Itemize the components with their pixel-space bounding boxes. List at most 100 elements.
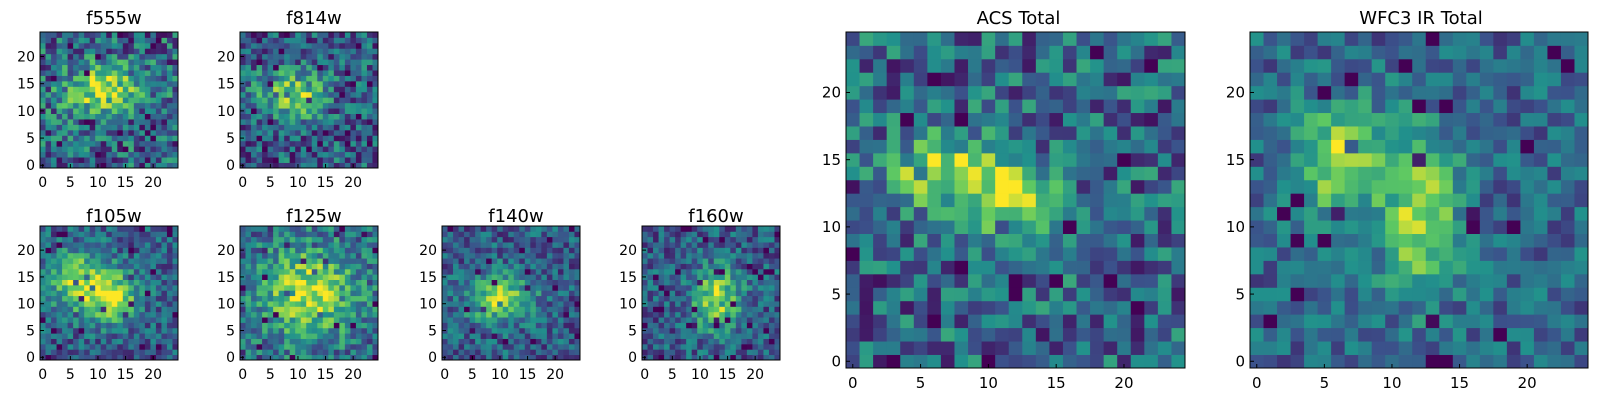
heatmap-cell bbox=[1090, 126, 1105, 140]
heatmap-cell bbox=[886, 45, 901, 60]
heatmap-cell bbox=[155, 242, 162, 248]
heatmap-cell bbox=[574, 284, 581, 291]
heatmap-cell bbox=[568, 327, 575, 334]
heatmap-cell bbox=[40, 317, 46, 323]
heatmap-cell bbox=[675, 306, 682, 313]
heatmap-cell bbox=[669, 247, 676, 254]
heatmap-cell bbox=[166, 75, 173, 82]
heatmap-cell bbox=[56, 343, 63, 350]
heatmap-cell bbox=[713, 311, 720, 318]
heatmap-cell bbox=[453, 279, 459, 286]
heatmap-cell bbox=[84, 157, 91, 163]
x-tick-label: 5 bbox=[916, 374, 926, 392]
heatmap-cell bbox=[680, 311, 687, 318]
heatmap-cell bbox=[355, 64, 362, 71]
heatmap-cell bbox=[262, 157, 268, 163]
heatmap-cell bbox=[300, 91, 307, 98]
heatmap-cell bbox=[144, 349, 151, 356]
panel-f105w: 0 5 10 15 20 0 5 10 15 20 f105w bbox=[0, 0, 200, 400]
heatmap-cell bbox=[289, 102, 296, 109]
heatmap-cell bbox=[111, 242, 118, 248]
heatmap-cell bbox=[713, 306, 720, 313]
x-tick-label: 20 bbox=[144, 175, 162, 191]
heatmap-cell bbox=[940, 247, 955, 261]
heatmap-cell bbox=[981, 193, 996, 208]
heatmap-cell bbox=[995, 126, 1010, 140]
heatmap-cell bbox=[546, 247, 553, 254]
heatmap-cell bbox=[262, 124, 268, 131]
heatmap-cell bbox=[513, 258, 520, 264]
heatmap-cell bbox=[128, 242, 135, 248]
heatmap-cell bbox=[111, 140, 118, 147]
heatmap-cell bbox=[653, 236, 659, 243]
heatmap-cell bbox=[1022, 72, 1037, 87]
heatmap-cell bbox=[128, 274, 135, 280]
heatmap-cell bbox=[306, 354, 313, 361]
x-tick-label: 0 bbox=[38, 175, 47, 191]
heatmap-cell bbox=[350, 306, 357, 313]
heatmap-cell bbox=[464, 226, 470, 232]
heatmap-cell bbox=[873, 166, 888, 181]
heatmap-cell bbox=[73, 53, 80, 60]
heatmap-cell bbox=[1412, 354, 1427, 369]
heatmap-cell bbox=[251, 252, 257, 259]
heatmap-cell bbox=[56, 108, 63, 114]
heatmap-cell bbox=[475, 322, 482, 329]
heatmap-cell bbox=[240, 124, 246, 131]
heatmap-cell bbox=[56, 140, 63, 147]
heatmap-cell bbox=[273, 64, 280, 71]
heatmap-cell bbox=[328, 129, 335, 136]
heatmap-cell bbox=[62, 53, 68, 60]
x-tick-label: 20 bbox=[144, 367, 162, 383]
heatmap-cell bbox=[1304, 220, 1318, 234]
heatmap-cell bbox=[333, 301, 340, 307]
heatmap-cell bbox=[486, 327, 493, 334]
heatmap-cell bbox=[995, 72, 1010, 87]
heatmap-cell bbox=[730, 252, 737, 259]
heatmap-cell bbox=[708, 231, 715, 238]
heatmap-cell bbox=[1076, 166, 1091, 181]
heatmap-cell bbox=[519, 263, 526, 270]
heatmap-cell bbox=[574, 247, 581, 254]
heatmap-cell bbox=[752, 343, 759, 350]
heatmap-cell bbox=[859, 260, 874, 275]
heatmap-cell bbox=[278, 140, 285, 147]
heatmap-cell bbox=[1452, 300, 1467, 315]
heatmap-cell bbox=[328, 140, 335, 147]
heatmap-cell bbox=[1130, 166, 1145, 181]
heatmap-cell bbox=[1520, 152, 1535, 167]
heatmap-cell bbox=[172, 59, 179, 66]
heatmap-cell bbox=[278, 252, 285, 259]
heatmap-cell bbox=[155, 97, 162, 104]
heatmap-cell bbox=[240, 338, 246, 345]
heatmap-cell bbox=[1304, 341, 1318, 355]
heatmap-cell bbox=[458, 290, 465, 297]
heatmap-cell bbox=[873, 32, 888, 46]
heatmap-cell bbox=[361, 64, 368, 71]
heatmap-cell bbox=[574, 322, 581, 329]
heatmap-cell bbox=[1250, 314, 1264, 329]
heatmap-cell bbox=[1144, 139, 1159, 154]
heatmap-cell bbox=[339, 354, 346, 361]
heatmap-cell bbox=[273, 231, 280, 238]
heatmap-cell bbox=[78, 306, 85, 313]
heatmap-cell bbox=[100, 252, 107, 259]
heatmap-cell bbox=[1547, 260, 1562, 275]
heatmap-cell bbox=[117, 290, 124, 297]
heatmap-cell bbox=[45, 327, 52, 334]
heatmap-cell bbox=[106, 108, 113, 114]
heatmap-cell bbox=[267, 274, 274, 280]
heatmap-cell bbox=[541, 333, 548, 339]
heatmap-cell bbox=[144, 140, 151, 147]
heatmap-cell bbox=[311, 70, 318, 76]
heatmap-cell bbox=[1008, 126, 1023, 140]
heatmap-cell bbox=[886, 166, 901, 181]
heatmap-cell bbox=[322, 311, 329, 318]
heatmap-cell bbox=[1008, 85, 1023, 100]
heatmap-cell bbox=[1008, 72, 1023, 87]
heatmap-cell bbox=[122, 274, 129, 280]
heatmap-cell bbox=[155, 129, 162, 136]
heatmap-cell bbox=[51, 279, 57, 286]
heatmap-cell bbox=[67, 91, 74, 98]
